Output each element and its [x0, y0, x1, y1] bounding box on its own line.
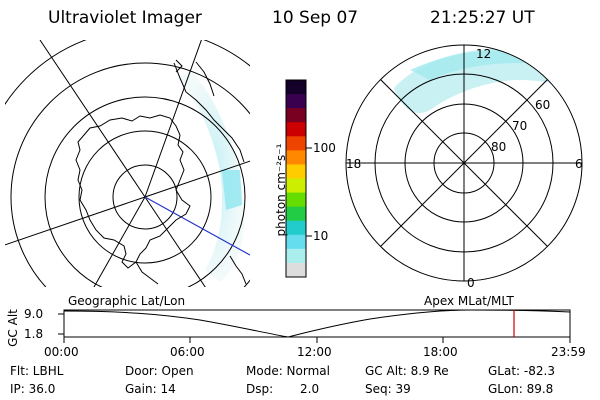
seq-status: Seq: 39 [365, 382, 411, 396]
mlt-12-label: 12 [476, 47, 492, 61]
dsp-value: 2.0 [300, 382, 320, 396]
y-tick-9: 9.0 [24, 307, 44, 321]
aurora-emission-left [178, 70, 245, 282]
mlt-6-label: 6 [575, 157, 583, 171]
x-tick-0000: 00:00 [44, 345, 79, 359]
colorbar-segment [286, 192, 306, 208]
colorbar-segment [286, 80, 306, 95]
altitude-curve [63, 309, 571, 338]
x-tick-1200: 12:00 [297, 345, 332, 359]
gc-alt-axis-label: GC Alt [6, 309, 20, 347]
colorbar-tick-10: 10 [313, 229, 329, 243]
glon-status: GLon: 89.8 [488, 382, 554, 396]
glat-status: GLat: -82.3 [488, 364, 555, 378]
x-tick-0600: 06:00 [170, 345, 205, 359]
colorbar-segment [286, 262, 306, 278]
filter-status: Flt: LBHL [10, 364, 64, 378]
antarctica-coastline [75, 114, 191, 269]
colorbar-tick-100: 100 [313, 141, 336, 155]
gc-alt-status: GC Alt: 8.9 Re [365, 364, 449, 378]
colorbar-segment [286, 122, 306, 137]
y-tick-1.8: 1.8 [24, 327, 44, 341]
date-label: 10 Sep 07 [272, 8, 359, 28]
terminator-line [144, 196, 250, 256]
geographic-map [5, 40, 250, 287]
colorbar-segment [286, 164, 306, 179]
mlt-18-label: 18 [346, 157, 362, 171]
colorbar-segment [286, 136, 306, 151]
mode-status: Mode: Normal [246, 364, 330, 378]
colorbar-segment [286, 206, 306, 222]
mlt-0-label: 0 [467, 276, 475, 290]
geographic-map-label: Geographic Lat/Lon [68, 294, 186, 308]
x-tick-2359: 23:59 [551, 345, 586, 359]
colorbar-segment [286, 94, 306, 109]
colorbar-segment [286, 234, 306, 250]
x-tick-1800: 18:00 [423, 345, 458, 359]
time-label: 21:25:27 UT [430, 8, 535, 28]
mlat-70-label: 70 [512, 119, 528, 133]
mlat-60-label: 60 [535, 98, 551, 112]
instrument-title: Ultraviolet Imager [48, 8, 202, 28]
colorbar-segment [286, 178, 306, 194]
colorbar-segment [286, 150, 306, 165]
ip-status: IP: 36.0 [10, 382, 56, 396]
mlat-80-label: 80 [491, 140, 507, 154]
magnetic-polar-map [345, 44, 583, 282]
door-status: Door: Open [125, 364, 194, 378]
altitude-plot [58, 309, 571, 343]
colorbar-segment [286, 108, 306, 123]
apex-map-label: Apex MLat/MLT [424, 294, 514, 308]
dsp-label: Dsp: [246, 382, 274, 396]
colorbar [285, 79, 312, 278]
colorbar-segment [286, 220, 306, 236]
gain-status: Gain: 14 [125, 382, 176, 396]
colorbar-segment [286, 248, 306, 264]
colorbar-unit-label: photon cm⁻²s⁻¹ [274, 143, 288, 237]
